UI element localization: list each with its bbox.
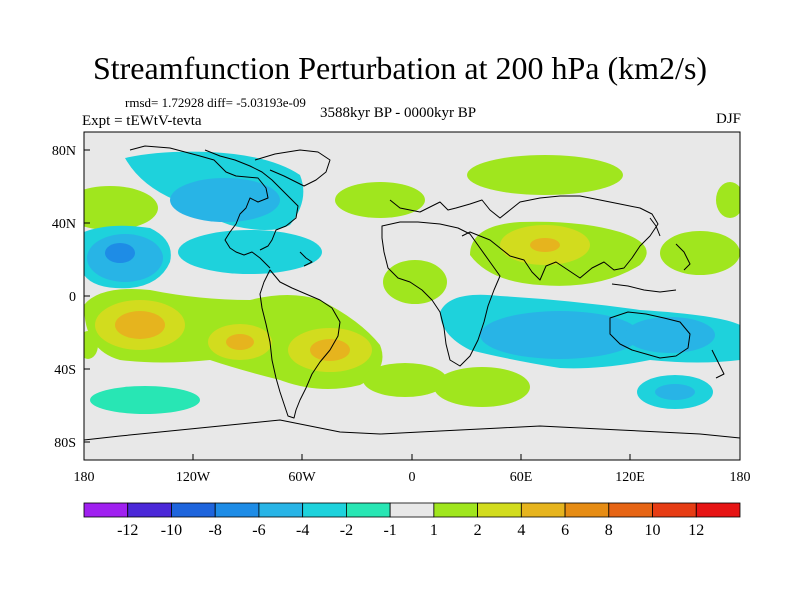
contour-region bbox=[655, 384, 695, 400]
contour-region bbox=[363, 363, 447, 397]
contour-region bbox=[467, 155, 623, 195]
colorbar-swatch bbox=[477, 502, 522, 518]
lat-tick-label: 40N bbox=[52, 217, 76, 232]
colorbar-swatch bbox=[258, 502, 304, 518]
australia-coast bbox=[609, 311, 691, 359]
contour-region bbox=[115, 311, 165, 339]
colorbar-swatch bbox=[127, 502, 172, 518]
contour-field bbox=[84, 132, 740, 460]
negative-anomalies bbox=[84, 151, 740, 414]
contour-region bbox=[170, 178, 280, 222]
figure-title: Streamfunction Perturbation at 200 hPa (… bbox=[92, 50, 708, 86]
colorbar-swatch bbox=[652, 502, 697, 518]
north-america-coast bbox=[129, 145, 271, 269]
indonesia-coast bbox=[611, 283, 677, 293]
south-america-coast bbox=[259, 269, 341, 419]
contour-region bbox=[335, 182, 425, 218]
colorbar-label: -8 bbox=[209, 522, 222, 539]
contour-region bbox=[383, 260, 447, 304]
contour-region bbox=[226, 334, 254, 350]
north-america-east-coast bbox=[204, 149, 299, 251]
colorbar-label: -4 bbox=[296, 522, 309, 539]
colorbar-label: -6 bbox=[252, 522, 265, 539]
antarctica-coast bbox=[84, 419, 740, 441]
lat-tick-label: 80N bbox=[52, 144, 76, 159]
africa-coast bbox=[381, 221, 501, 367]
colorbar-label: 10 bbox=[645, 522, 661, 539]
colorbar-label: 4 bbox=[517, 522, 525, 539]
eurasia-coast bbox=[389, 195, 659, 281]
lon-axis: 180 120W 60W 0 60E 120E 180 bbox=[74, 470, 751, 485]
colorbar-swatch bbox=[695, 502, 741, 518]
colorbar-label: 1 bbox=[430, 522, 438, 539]
contour-region bbox=[434, 367, 530, 407]
lon-tick-label: 60E bbox=[510, 470, 533, 485]
japan-coast bbox=[649, 217, 661, 237]
lon-tick-label: 120W bbox=[176, 470, 211, 485]
season-label: DJF bbox=[715, 111, 741, 127]
colorbar-label: -10 bbox=[161, 522, 182, 539]
lat-tick-label: 40S bbox=[54, 363, 76, 378]
contour-region bbox=[105, 243, 135, 263]
contour-region bbox=[84, 186, 158, 230]
lat-tick-label: 0 bbox=[69, 290, 76, 305]
lon-tick-label: 120E bbox=[615, 470, 645, 485]
greenland-coast bbox=[254, 149, 331, 187]
contour-region bbox=[660, 231, 740, 275]
contour-region bbox=[530, 238, 560, 252]
colorbar-swatch bbox=[171, 502, 216, 518]
colorbar-label: 6 bbox=[561, 522, 569, 539]
stats-text: rmsd= 1.72928 diff= -5.03193e-09 bbox=[125, 95, 306, 110]
colorbar-swatch bbox=[302, 502, 347, 518]
caribbean-islands bbox=[299, 251, 313, 267]
contour-region bbox=[84, 331, 98, 359]
colorbar-label: 12 bbox=[688, 522, 704, 539]
tick-marks bbox=[83, 149, 741, 460]
colorbar-label: -1 bbox=[383, 522, 396, 539]
colorbar-swatch bbox=[564, 502, 610, 518]
colorbar-label: -12 bbox=[117, 522, 138, 539]
period-label: 3588kyr BP - 0000kyr BP bbox=[320, 105, 477, 121]
experiment-label: Expt = tEWtV-tevta bbox=[82, 113, 202, 129]
new-zealand-coast bbox=[711, 349, 725, 379]
contour-region bbox=[178, 230, 322, 274]
contour-region bbox=[480, 311, 640, 359]
lon-tick-label: 60W bbox=[288, 470, 316, 485]
lat-tick-label: 80S bbox=[54, 436, 76, 451]
colorbar-swatch bbox=[433, 502, 479, 518]
colorbar-label: -2 bbox=[340, 522, 353, 539]
contour-region bbox=[90, 386, 200, 414]
colorbar-swatch bbox=[345, 502, 391, 518]
colorbar-swatch bbox=[214, 502, 260, 518]
lon-tick-label: 0 bbox=[409, 470, 416, 485]
lon-tick-label: 180 bbox=[74, 470, 95, 485]
lon-tick-label: 180 bbox=[730, 470, 751, 485]
colorbar-swatch bbox=[389, 502, 435, 518]
philippines-coast bbox=[675, 243, 691, 271]
colorbar-swatch bbox=[520, 502, 566, 518]
colorbar-label: 2 bbox=[474, 522, 482, 539]
lat-axis: 80N 40N 0 40S 80S bbox=[52, 144, 76, 451]
contour-region bbox=[625, 317, 715, 353]
coastlines bbox=[84, 145, 740, 441]
colorbar-swatch bbox=[83, 502, 129, 518]
colorbar-label: 8 bbox=[605, 522, 613, 539]
colorbar: -12 -10 -8 -6 -4 -2 -1 1 2 4 6 8 10 12 bbox=[83, 502, 741, 539]
colorbar-swatch bbox=[608, 502, 653, 518]
contour-region bbox=[716, 182, 740, 218]
